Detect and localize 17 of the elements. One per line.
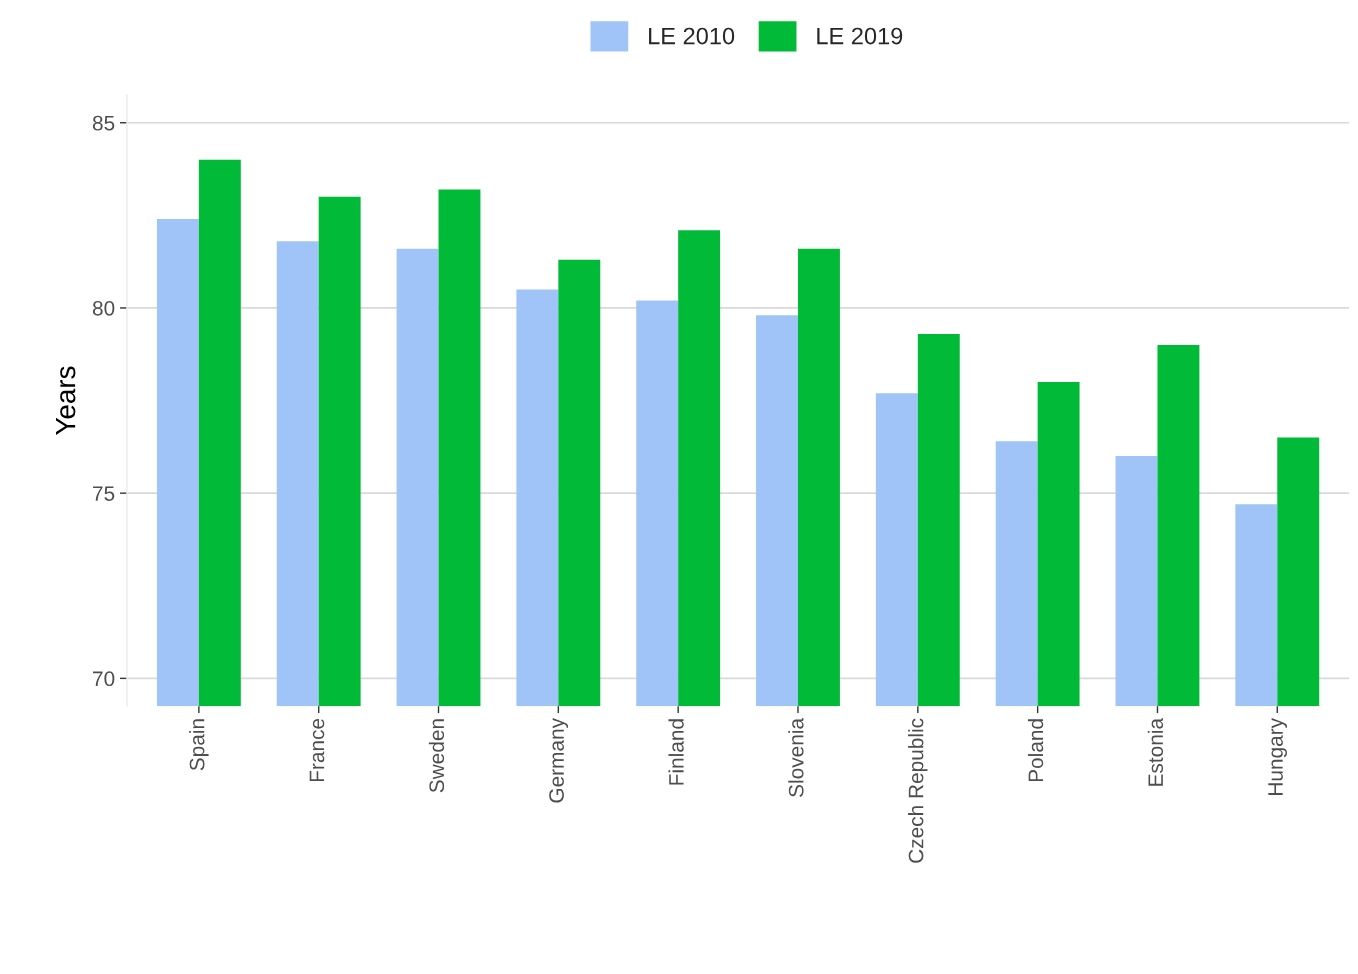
x-tick-label: Hungary: [1268, 717, 1287, 795]
y-tick-label: 75: [93, 486, 115, 501]
x-tick-label: Poland: [1027, 719, 1044, 782]
legend-label: LE 2019: [817, 27, 903, 45]
x-tick-label: Slovenia: [788, 717, 804, 797]
x-tick-label: Sweden: [428, 719, 445, 793]
y-axis-title: Years: [56, 366, 76, 435]
x-tick-label: France: [309, 718, 325, 782]
y-tick-label: 70: [93, 671, 115, 687]
y-tick-label: 85: [92, 115, 115, 131]
x-tick-label: Spain: [189, 719, 209, 771]
legend-label: LE 2010: [649, 27, 735, 45]
x-tick-label: Finland: [668, 719, 684, 785]
x-tick-label: Estonia: [1147, 717, 1164, 786]
y-tick-label: 80: [92, 300, 115, 316]
x-tick-label: Czech Republic: [908, 718, 928, 863]
x-tick-label: Germany: [549, 717, 569, 803]
